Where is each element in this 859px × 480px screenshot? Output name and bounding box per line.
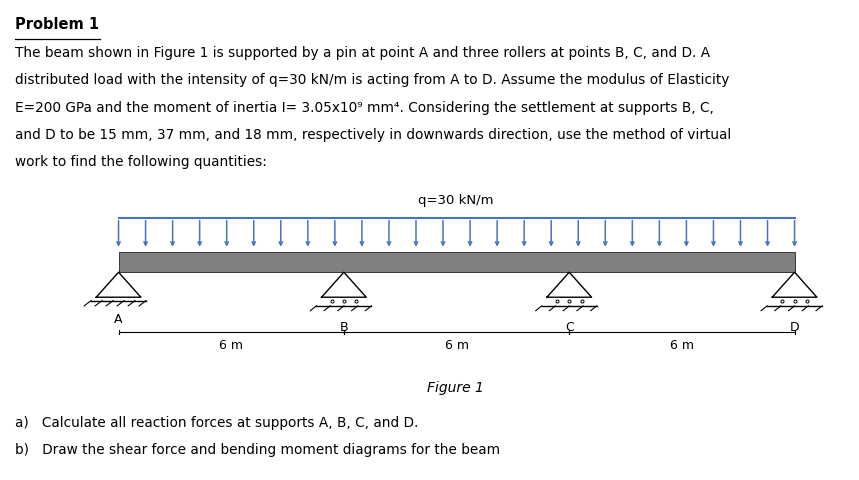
Text: q=30 kN/m: q=30 kN/m <box>417 193 493 206</box>
Text: 6 m: 6 m <box>445 338 468 351</box>
Text: Figure 1: Figure 1 <box>427 380 484 394</box>
FancyBboxPatch shape <box>119 253 795 273</box>
Text: work to find the following quantities:: work to find the following quantities: <box>15 155 267 169</box>
Text: b)   Draw the shear force and bending moment diagrams for the beam: b) Draw the shear force and bending mome… <box>15 443 501 456</box>
Text: and D to be 15 mm, 37 mm, and 18 mm, respectively in downwards direction, use th: and D to be 15 mm, 37 mm, and 18 mm, res… <box>15 128 732 142</box>
Text: The beam shown in Figure 1 is supported by a pin at point A and three rollers at: The beam shown in Figure 1 is supported … <box>15 46 710 60</box>
Text: 6 m: 6 m <box>219 338 243 351</box>
Text: 6 m: 6 m <box>670 338 694 351</box>
Text: E=200 GPa and the moment of inertia I= 3.05x10⁹ mm⁴. Considering the settlement : E=200 GPa and the moment of inertia I= 3… <box>15 100 715 114</box>
Text: A: A <box>114 312 123 325</box>
Text: distributed load with the intensity of q=30 kN/m is acting from A to D. Assume t: distributed load with the intensity of q… <box>15 73 730 87</box>
Text: C: C <box>565 320 574 333</box>
Text: B: B <box>339 320 348 333</box>
Text: D: D <box>789 320 800 333</box>
Text: Problem 1: Problem 1 <box>15 17 100 32</box>
Text: a)   Calculate all reaction forces at supports A, B, C, and D.: a) Calculate all reaction forces at supp… <box>15 415 419 429</box>
